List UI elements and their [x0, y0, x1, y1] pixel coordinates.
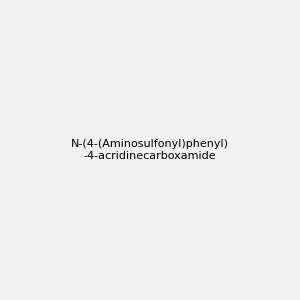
Text: N-(4-(Aminosulfonyl)phenyl)
-4-acridinecarboxamide: N-(4-(Aminosulfonyl)phenyl) -4-acridinec… — [71, 139, 229, 161]
